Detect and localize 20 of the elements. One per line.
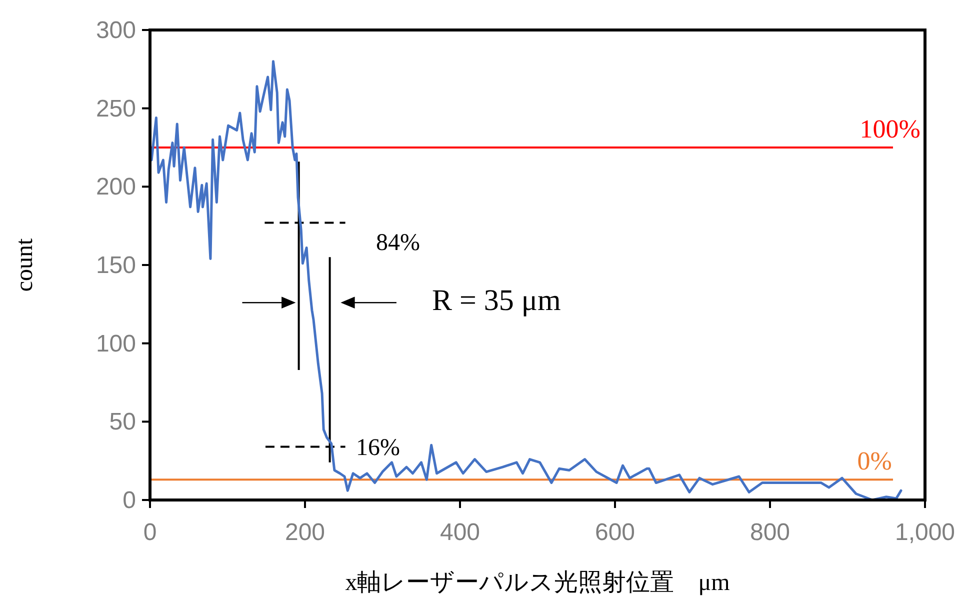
y-tick-label: 0 — [122, 487, 136, 514]
x-tick-label: 800 — [750, 519, 790, 546]
annotation: 0% — [857, 446, 892, 476]
y-tick-label: 250 — [96, 95, 136, 122]
y-axis-title: count — [12, 238, 38, 292]
y-tick-label: 150 — [96, 252, 136, 279]
y-tick-label: 100 — [96, 330, 136, 358]
y-tick-label: 300 — [96, 17, 136, 44]
x-tick-label: 400 — [440, 519, 480, 546]
annotation: 100% — [860, 114, 920, 144]
x-tick-label: 0 — [143, 519, 157, 546]
annotation: 84% — [376, 230, 420, 256]
annotation: 16% — [356, 435, 400, 461]
y-tick-label: 50 — [109, 408, 136, 436]
x-tick-label: 200 — [284, 519, 326, 546]
x-tick-label: 1,000 — [894, 519, 956, 546]
y-tick-label: 200 — [96, 174, 136, 201]
annotation: R = 35 μm — [432, 284, 561, 317]
x-tick-label: 600 — [594, 519, 636, 546]
x-axis-title: x軸レーザーパルス光照射位置 μm — [345, 570, 730, 596]
